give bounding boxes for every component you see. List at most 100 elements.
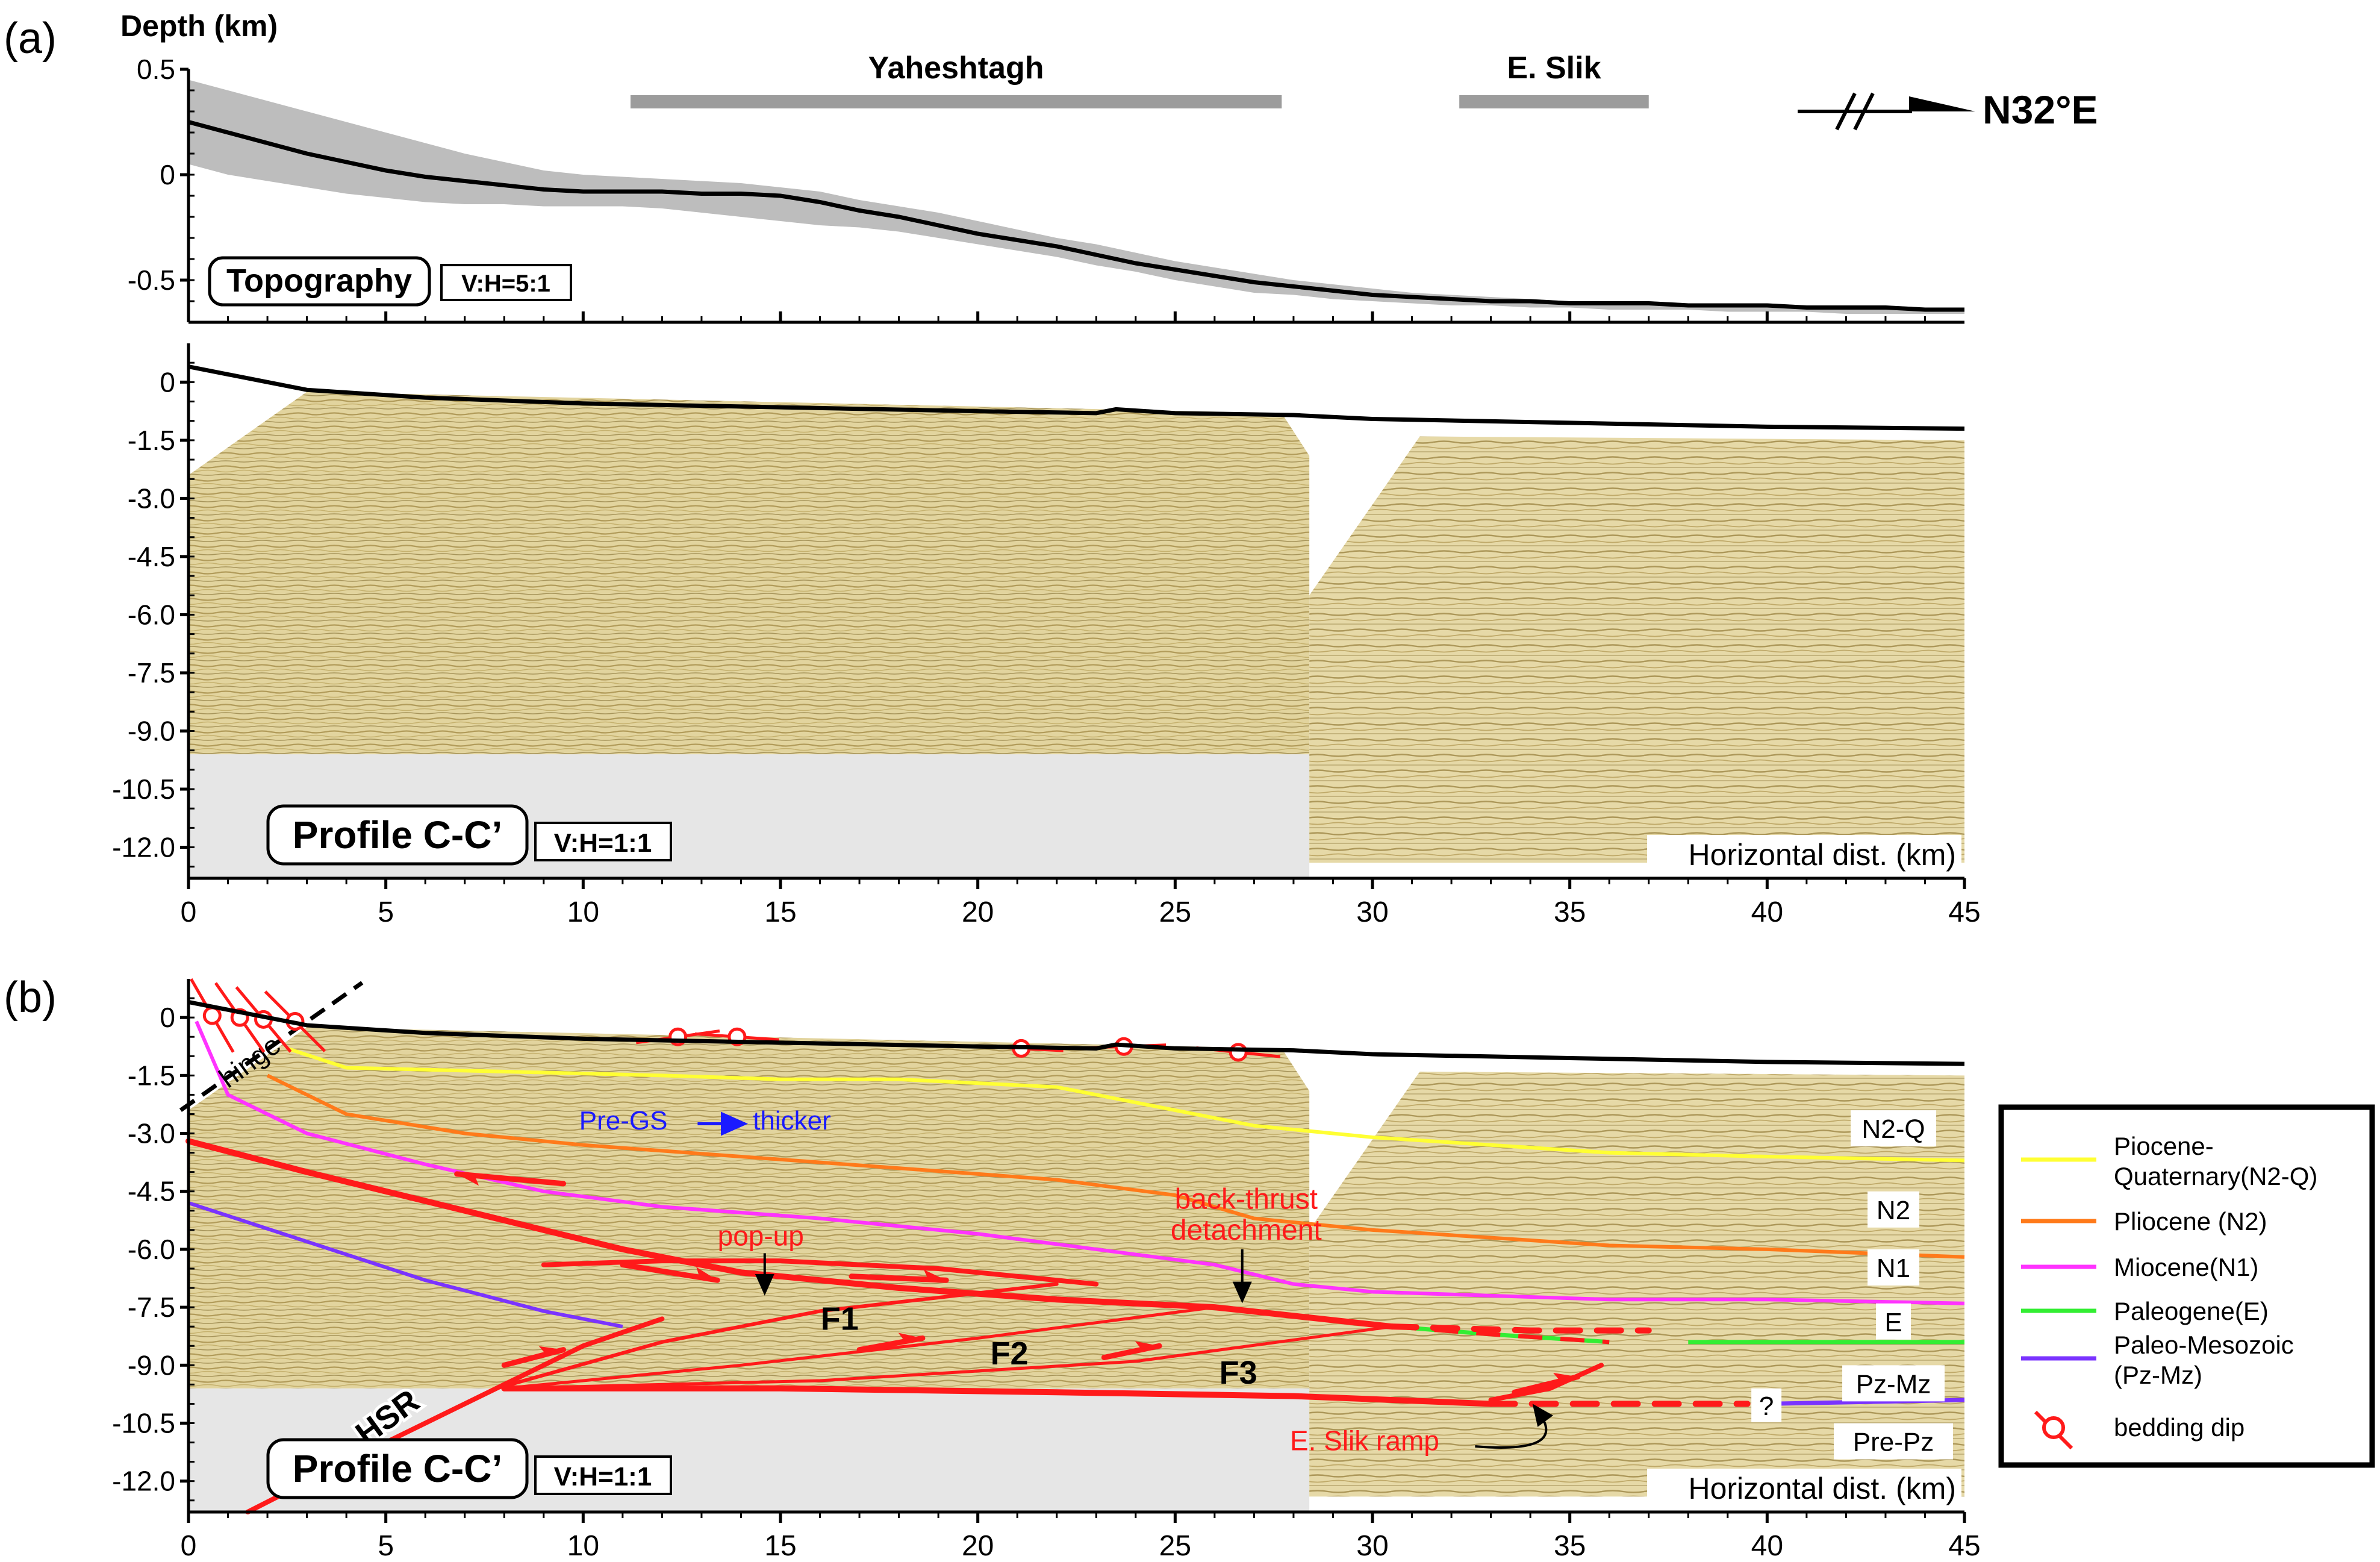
section-x-tick-label-a: 35 [1554, 896, 1586, 928]
section-x-tick-label-a: 5 [378, 896, 394, 928]
section-y-tick-label-b: 0 [160, 1002, 175, 1033]
legend-label-2: Miocene(N1) [2114, 1253, 2258, 1281]
legend-label-0-line2: Quaternary(N2-Q) [2114, 1162, 2317, 1190]
depth-axis-title: Depth (km) [120, 9, 278, 43]
fault-F3 [502, 1325, 1394, 1390]
hdist-label-b: Horizontal dist. (km) [1688, 1472, 1956, 1505]
question-box [1751, 1388, 1782, 1422]
e-slik-ramp-arrow [1475, 1404, 1554, 1449]
section-y-tick-label-b: -3.0 [128, 1118, 175, 1149]
section-x-tick-label-a: 30 [1356, 896, 1388, 928]
horizon-N2 [266, 1073, 1965, 1259]
topography-plot: 0.5 0 -0.5 Topography V:H=5:1 [128, 54, 1964, 324]
profile-label-a: Profile C-C’ [293, 813, 502, 857]
legend-bedding-label: bedding dip [2114, 1413, 2244, 1442]
legend-label-0: Piocene- [2114, 1132, 2214, 1160]
range-bar-0 [630, 95, 1282, 108]
section-y-tick-label-b: -1.5 [128, 1060, 175, 1091]
slip-arrow-0 [454, 1171, 567, 1187]
fault-label-F2: F2 [991, 1336, 1029, 1372]
direction-arrow-head [1909, 96, 1975, 111]
profile-label-frame-a [266, 804, 529, 866]
profile-label-b: Profile C-C’ [293, 1447, 502, 1490]
section-x-tick-label-a: 10 [567, 896, 599, 928]
back-thrust-label: back-thrust [1175, 1184, 1318, 1216]
section-y-tick-label-b: -6.0 [128, 1234, 175, 1265]
topography-ticks: 0.5 0 -0.5 [128, 54, 1926, 322]
seismic-image-right-a [1309, 436, 1964, 863]
fault-east-detachment [1389, 1323, 1652, 1334]
unit-label-E: E [1884, 1308, 1902, 1337]
range-bar-label-1: E. Slik [1507, 51, 1601, 86]
fault-basal [501, 1385, 1494, 1407]
section-x-tick-label-a: 25 [1159, 896, 1191, 928]
hdist-label-box-b [1647, 1469, 1961, 1508]
section-y-tick-label-a: -9.0 [128, 715, 175, 746]
section-y-tick-label-a: -3.0 [128, 483, 175, 514]
legend-label-1: Pliocene (N2) [2114, 1207, 2267, 1236]
section-x-tick-label-b: 40 [1751, 1530, 1783, 1562]
pre-gs-label: Pre-GS [579, 1106, 668, 1136]
horizon-N1 [195, 1020, 1965, 1305]
section-y-tick-label-a: -4.5 [128, 541, 175, 572]
bedding-dip-marker-8 [1229, 1043, 1248, 1062]
section-y-tick-label-b: -9.0 [128, 1349, 175, 1381]
seismic-image-left-b [188, 1027, 1310, 1389]
unit-label-box-5 [1834, 1423, 1954, 1460]
unit-label-Pre-Pz: Pre-Pz [1853, 1428, 1934, 1457]
fault-label-F3: F3 [1220, 1355, 1257, 1391]
section-x-tick-label-b: 0 [181, 1530, 197, 1562]
legend: Piocene-Quaternary(N2-Q) Pliocene (N2) Mio… [1998, 1104, 2375, 1468]
section-x-tick-label-a: 45 [1948, 896, 1980, 928]
profile-scale-a: V:H=1:1 [554, 828, 652, 858]
legend-label-3: Paleogene(E) [2114, 1297, 2269, 1325]
surface-line-b [188, 1000, 1965, 1066]
section-y-tick-label-a: 0 [160, 366, 175, 398]
direction-arrow-break-2 [1853, 92, 1875, 131]
range-bars: Yaheshtagh E. Slik [630, 51, 1649, 108]
e-slik-ramp-label: E. Slik ramp [1290, 1425, 1439, 1456]
legend-frame [1998, 1104, 2375, 1468]
hinge-line [179, 981, 364, 1112]
slip-arrow-head-6 [1553, 1373, 1578, 1381]
section-y-tick-label-a: -6.0 [128, 599, 175, 630]
unit-label-box-1 [1868, 1191, 1920, 1228]
section-y-tick-label-b: -4.5 [128, 1176, 175, 1207]
hdist-label-a: Horizontal dist. (km) [1688, 838, 1956, 872]
profile-scale-frame-a [534, 822, 672, 861]
hdist-label-box-a [1647, 835, 1961, 875]
section-y-tick-label-b: -12.0 [112, 1466, 175, 1497]
section-x-tick-label-b: 10 [567, 1530, 599, 1562]
slip-arrow-head-5 [1135, 1341, 1160, 1350]
topography-mean-line [188, 120, 1964, 312]
slip-arrow-head-2 [538, 1346, 564, 1355]
topo-y-tick-label-1: 0 [160, 159, 175, 190]
topography-scale-frame [440, 264, 572, 301]
direction-arrow-break-1 [1835, 92, 1857, 131]
section-y-tick-label-a: -1.5 [128, 425, 175, 456]
legend-bedding-marker [2042, 1416, 2065, 1439]
legend-label-4-line2: (Pz-Mz) [2114, 1361, 2202, 1389]
range-bar-1 [1459, 95, 1649, 108]
thicker-label: thicker [753, 1106, 831, 1136]
section-y-tick-label-a: -12.0 [112, 832, 175, 863]
fault-main-detachment [185, 1138, 1395, 1330]
section-y-tick-label-b: -7.5 [128, 1292, 175, 1323]
detachment-label: detachment [1171, 1214, 1322, 1246]
section-x-tick-label-b: 25 [1159, 1530, 1191, 1562]
section-y-tick-label-a: -10.5 [112, 773, 175, 805]
seismic-image-left-a [188, 392, 1310, 755]
panel-label-a: (a) [4, 14, 57, 63]
fault-F1 [494, 1282, 1059, 1390]
panel-label-b: (b) [4, 973, 57, 1022]
horizon-Pz-Mz [188, 1201, 623, 1329]
section-x-tick-label-a: 20 [962, 896, 994, 928]
topography-label-frame [208, 256, 431, 307]
fault-label-F1: F1 [821, 1301, 859, 1337]
unit-label-box-4 [1842, 1365, 1945, 1402]
section-panel-a: 0 -1.5 -3.0 -4.5 -6.0 -7.5 -9.0 -10.5 -12.0 0 5 10 1… [112, 343, 1981, 928]
profile-scale-b: V:H=1:1 [554, 1462, 652, 1492]
section-x-tick-label-b: 20 [962, 1530, 994, 1562]
